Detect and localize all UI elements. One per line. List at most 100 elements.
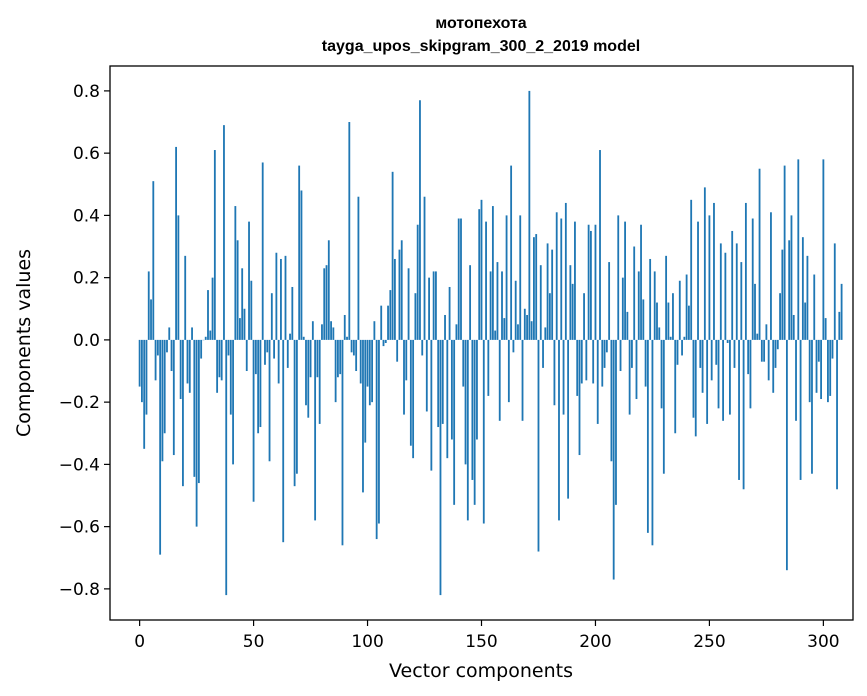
bar-25 [195, 339, 198, 527]
bar-1 [141, 339, 143, 403]
x-tick-label: 300 [807, 632, 839, 652]
bar-87 [337, 339, 339, 378]
x-axis-ticks: 0 50 100 150 200 250 300 [134, 620, 840, 652]
bar-178 [544, 327, 547, 340]
bar-199 [592, 339, 595, 384]
bar-242 [690, 199, 693, 340]
bar-169 [523, 308, 526, 340]
bar-282 [781, 249, 784, 340]
bar-244 [694, 339, 697, 437]
bar-122 [416, 224, 419, 340]
bar-68 [293, 339, 296, 487]
bar-264 [740, 262, 743, 340]
bar-96 [357, 196, 360, 340]
bar-103 [373, 321, 376, 340]
bar-289 [797, 159, 800, 340]
bar-174 [535, 234, 538, 340]
x-tick-label: 150 [465, 632, 497, 652]
bar-230 [662, 339, 665, 474]
bar-10 [161, 339, 164, 462]
bar-58 [270, 293, 273, 340]
bar-247 [701, 339, 704, 393]
bar-115 [400, 240, 403, 340]
bar-20 [184, 255, 187, 340]
bar-106 [380, 305, 383, 340]
bar-197 [587, 224, 590, 340]
bar-248 [703, 187, 706, 340]
bar-172 [530, 321, 533, 340]
bar-41 [232, 339, 234, 465]
bar-86 [334, 339, 337, 403]
bar-196 [585, 339, 588, 381]
y-tick-label: 0.4 [73, 206, 100, 226]
bar-66 [289, 333, 291, 340]
bar-258 [726, 339, 729, 343]
bar-34 [216, 339, 219, 393]
bar-251 [710, 339, 713, 381]
bar-206 [608, 262, 611, 340]
bar-194 [580, 339, 583, 384]
bar-203 [601, 339, 604, 387]
bar-38 [225, 339, 228, 596]
bar-208 [612, 339, 615, 580]
bar-126 [425, 339, 428, 412]
bar-129 [432, 271, 435, 340]
bar-95 [355, 339, 358, 372]
bar-155 [491, 206, 494, 340]
bar-3 [145, 339, 148, 415]
bar-139 [455, 324, 458, 340]
bar-260 [731, 230, 734, 340]
bar-167 [519, 215, 522, 340]
bar-255 [719, 243, 722, 340]
bar-47 [245, 339, 248, 372]
bar-133 [441, 339, 444, 424]
bar-162 [507, 339, 510, 403]
bar-83 [327, 240, 330, 340]
bar-300 [822, 159, 825, 340]
bar-280 [776, 339, 779, 350]
bar-209 [615, 339, 617, 505]
bar-198 [589, 230, 592, 340]
bar-185 [560, 218, 563, 340]
bar-279 [774, 339, 777, 368]
bar-45 [241, 268, 244, 340]
bar-275 [765, 324, 768, 340]
y-tick-label: 0.2 [73, 269, 100, 289]
bar-55 [264, 339, 266, 365]
bar-224 [649, 258, 652, 340]
bar-97 [359, 339, 362, 384]
bar-176 [539, 265, 542, 340]
bar-17 [177, 215, 180, 340]
bar-147 [473, 339, 476, 505]
bar-31 [209, 330, 212, 340]
bar-117 [405, 339, 408, 381]
bar-229 [660, 339, 663, 409]
bar-32 [211, 277, 214, 340]
bar-218 [635, 339, 638, 400]
bar-101 [368, 339, 371, 406]
bar-257 [724, 252, 727, 340]
bar-216 [631, 339, 633, 368]
bar-131 [437, 339, 440, 428]
bar-136 [448, 286, 451, 340]
bar-128 [430, 339, 433, 471]
bar-268 [749, 339, 752, 409]
bar-303 [829, 339, 832, 396]
y-tick-label: 0.8 [73, 82, 100, 102]
bar-154 [489, 271, 492, 340]
bar-164 [512, 339, 515, 353]
bar-301 [824, 318, 827, 340]
bar-13 [168, 327, 171, 340]
bar-22 [188, 339, 191, 393]
bar-100 [366, 339, 369, 387]
bar-109 [387, 305, 389, 340]
bar-231 [665, 255, 668, 340]
bar-102 [371, 339, 374, 403]
y-tick-label: 0.0 [73, 331, 100, 351]
bar-157 [496, 262, 499, 340]
bar-81 [323, 268, 326, 340]
bar-207 [610, 339, 613, 462]
bar-69 [295, 339, 298, 474]
bar-88 [339, 339, 342, 375]
